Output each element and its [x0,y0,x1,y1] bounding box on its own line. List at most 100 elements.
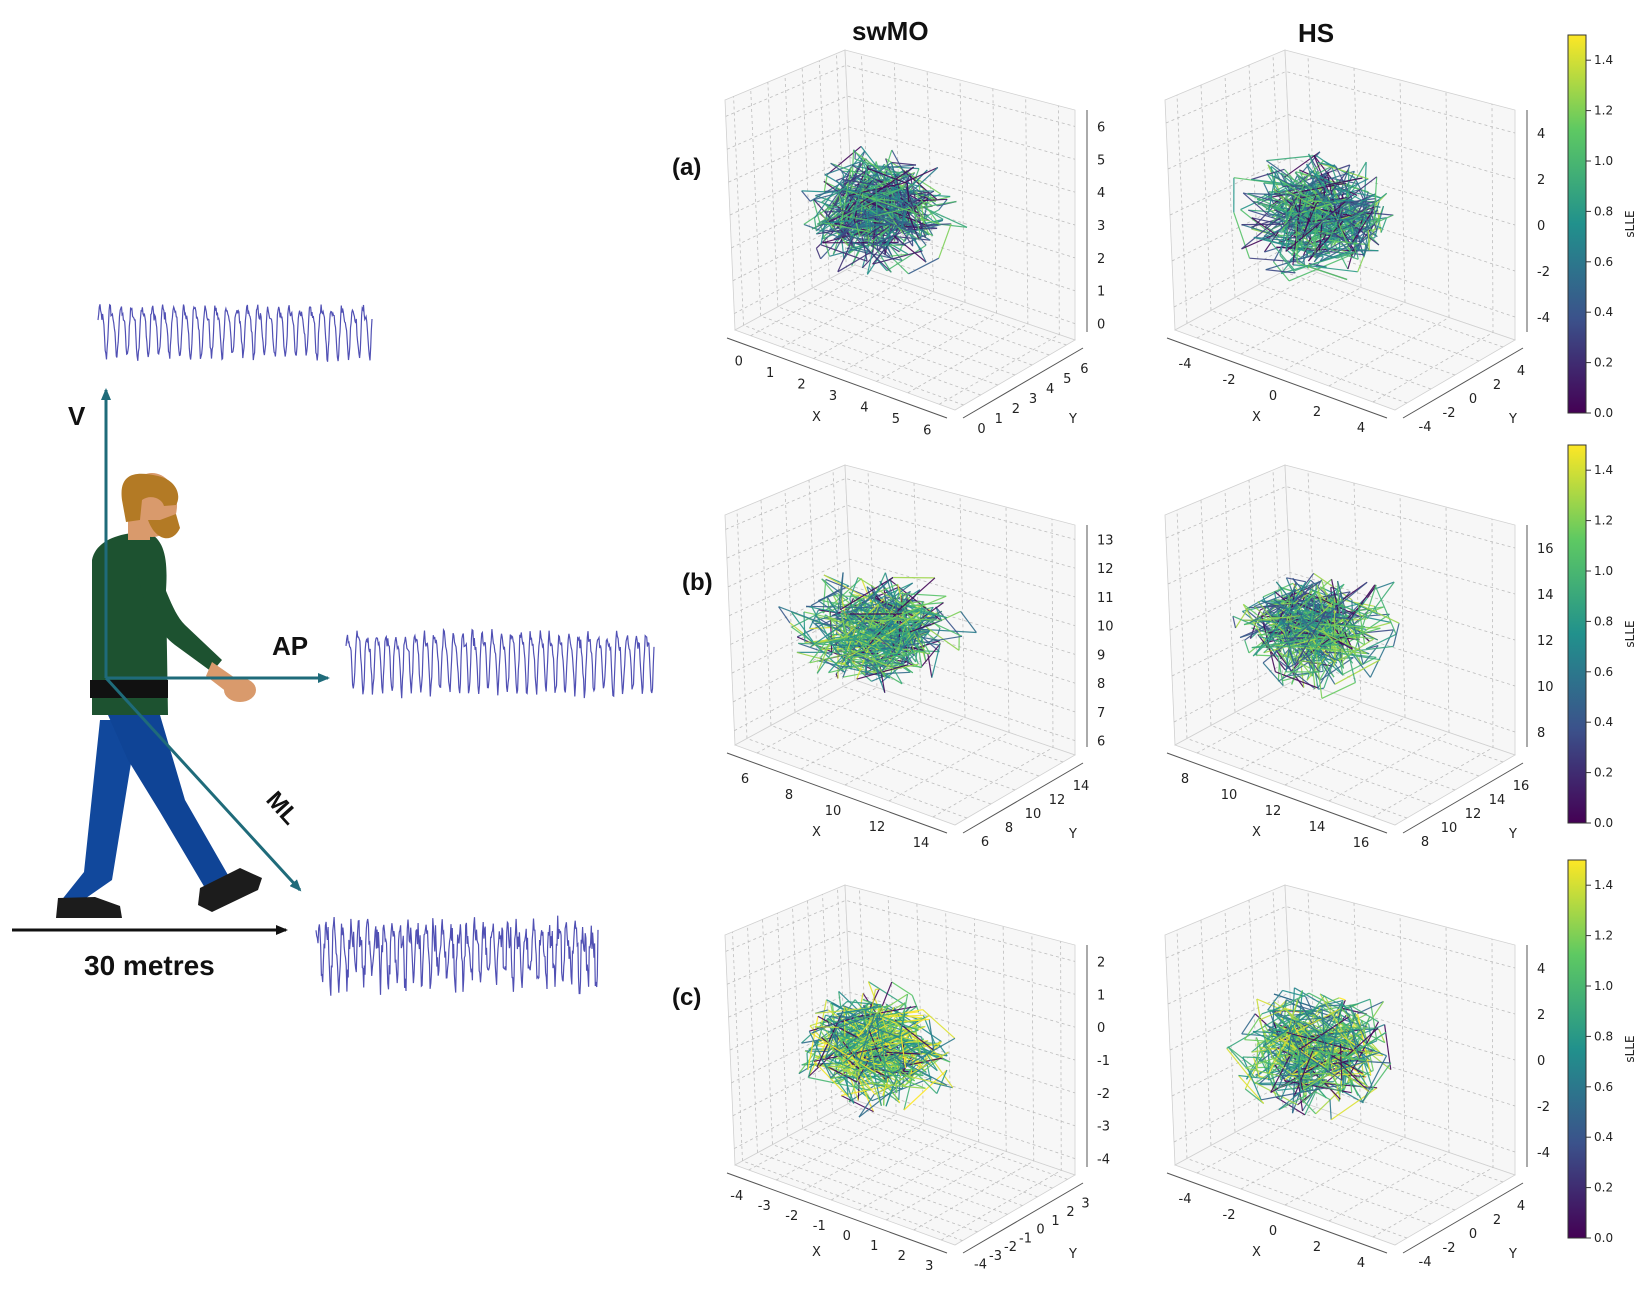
trajectory-segment [1342,656,1377,676]
trajectory-segment [918,1041,938,1072]
trajectory-segment [1303,209,1352,223]
trajectory-segment [1329,239,1368,246]
trajectory-segment [913,609,926,646]
x-tick-label: 10 [1221,788,1238,803]
trajectory-segment [1267,581,1307,644]
y-tick-label: -2 [1004,1240,1017,1255]
trajectory-segment [1349,1026,1368,1041]
trajectory-segment [1364,616,1392,624]
trajectory-segment [1329,1053,1364,1074]
trajectory-segment [858,1093,875,1118]
trajectory-segment [863,610,921,652]
trajectory-segment [802,632,846,673]
trajectory-segment [900,602,931,655]
trajectory-segment [1227,1046,1256,1079]
trajectory-segment [816,647,837,674]
trajectory-segment [866,213,872,233]
trajectory-segment [842,1074,855,1104]
trajectory-segment [884,572,898,613]
trajectory-segment [1286,212,1362,214]
grid-line [732,639,1076,713]
trajectory-segment [1262,662,1284,686]
y-axis-line [1402,762,1524,834]
trajectory-segment [845,1013,881,1058]
trajectory-segment [843,185,907,217]
grid-line [1167,949,1516,1015]
grid-line [729,157,1076,226]
row-label-b: (b) [682,569,713,596]
trajectory-segment [1242,192,1270,216]
colorbar-tick-label: 0.0 [1594,816,1613,830]
y-tick-label: -2 [1443,1241,1456,1256]
trajectory-segment [1319,993,1351,1011]
grid-line [729,558,1076,627]
trajectory-segment [810,1004,879,1034]
trajectory-segment [890,162,903,209]
y-tick-label: -3 [989,1249,1002,1264]
trajectory-segment [1373,581,1395,590]
trajectory-segment [1365,633,1397,650]
trajectory-segment [887,617,942,621]
trajectory-segment [1280,638,1313,677]
grid-line [733,96,964,406]
z-tick-label: -2 [1537,1100,1550,1115]
trajectory-segment [854,217,861,237]
grid-line [818,60,1050,356]
grid-line [932,518,1054,818]
trajectory-segment [1327,1034,1339,1039]
trajectory-segment [851,1050,860,1061]
trajectory-segment [874,247,892,273]
x-tick-label: 1 [870,1239,878,1254]
trajectory-segment [1253,1081,1298,1106]
trajectory-segment [1238,1075,1265,1104]
trajectory-segment [1380,217,1388,233]
grid-line [727,531,1076,598]
trajectory-segment [1247,192,1315,225]
y-tick-label: 4 [1517,1199,1525,1214]
grid-line [1248,64,1480,362]
grid-line [913,933,1035,1231]
grid-line [1372,518,1494,818]
trajectory-segment [908,257,940,275]
trajectory-segment [1364,162,1367,201]
trajectory-segment [1295,622,1307,632]
colorbar-tick-label: 0.0 [1594,406,1613,420]
ml-acceleration-signal [315,915,599,996]
trajectory-segment [1288,594,1342,620]
z-tick-label: 6 [1097,735,1105,750]
trajectory-segment [1332,602,1368,616]
axis-pane [1174,1099,1516,1246]
trajectory-segment [881,228,901,249]
trajectory-segment [907,1075,948,1086]
trajectory-segment [1322,581,1368,619]
x-tick-label: 12 [869,820,886,835]
trajectory-segment [1244,1013,1263,1041]
ap-axis-label: AP [272,631,308,661]
z-tick-label: 6 [1097,120,1105,135]
y-tick-label: 2 [1493,1213,1501,1228]
trajectory-segment [909,172,923,232]
trajectory-segment [829,190,892,209]
trajectory-segment [1337,580,1347,614]
trajectory-segment [1344,606,1384,614]
trajectory-segment [1268,212,1314,225]
trajectory-segment [838,1014,875,1029]
belt [90,680,168,698]
trajectory-segment [1253,580,1321,607]
trajectory-segment [938,223,952,259]
grid-line [732,931,963,1242]
trajectory-segment [885,1012,902,1019]
trajectory-segment [1226,1048,1254,1083]
colorbar-gradient [1567,444,1587,824]
trajectory-segment [920,643,941,669]
trajectory-segment [849,577,859,600]
z-tick-label: -4 [1097,1153,1110,1168]
trajectory-segment [847,235,853,247]
grid-line [1328,506,1450,802]
x-tick-label: -2 [1223,1208,1236,1223]
trajectory-segment [876,1013,880,1040]
trajectory-segment [1351,204,1372,217]
grid-line [776,896,897,1181]
grid-line [730,585,1076,655]
trajectory-segment [1321,1005,1326,1054]
